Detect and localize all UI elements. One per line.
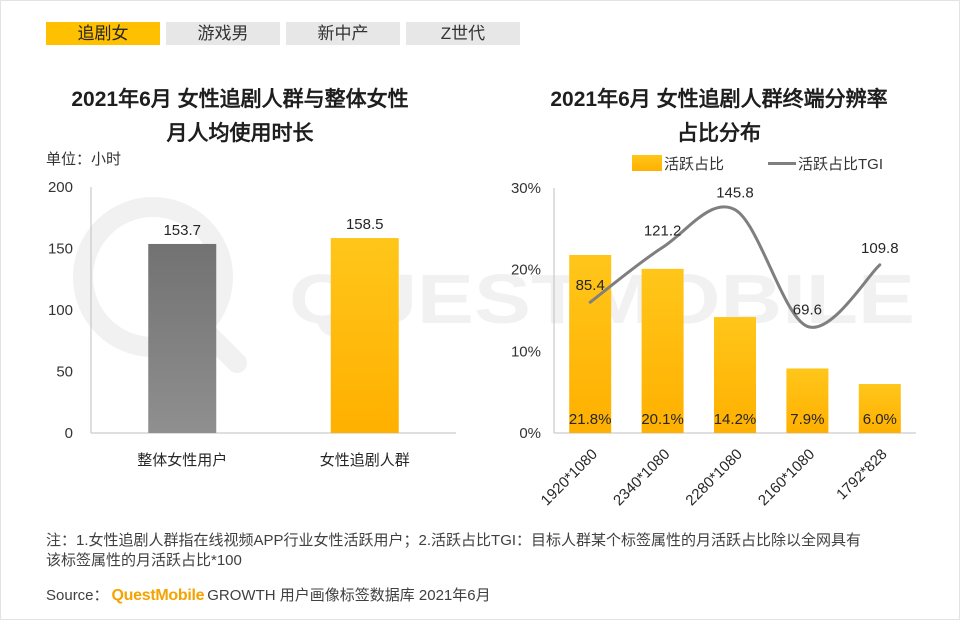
resolution-y-tick-label: 0% (519, 425, 541, 442)
share-value-label: 6.0% (863, 411, 897, 428)
usage-chart: 0 50 100 150 200 153.7 整体女性用户 158.5 女性追剧人群 (48, 179, 456, 469)
share-value-label: 20.1% (641, 411, 684, 428)
resolution-chart: 0% 10% 20% 30% 21.8% 1920*1080 20.1% 2340*1080 1… (511, 180, 916, 509)
legend-item-share: 活跃占比 (632, 153, 724, 173)
source-text: GROWTH 用户画像标签数据库 2021年6月 (207, 587, 491, 604)
usage-chart-title-line-1: 2021年6月 女性追剧人群与整体女性 (71, 88, 409, 111)
usage-unit-label: 单位：小时 (46, 151, 122, 168)
footnote-line-1: 注：1.女性追剧人群指在线视频APP行业女性活跃用户；2.活跃占比TGI：目标人… (46, 532, 862, 549)
usage-y-tick-label: 0 (65, 425, 73, 442)
resolution-chart-title-line-2: 占比分布 (677, 122, 761, 145)
source-line: Source： QuestMobile GROWTH 用户画像标签数据库 2021年… (46, 586, 491, 606)
tgi-value-label: 109.8 (861, 240, 899, 257)
tgi-value-label: 145.8 (716, 185, 754, 202)
resolution-y-tick-label: 20% (511, 262, 541, 279)
resolution-category-label: 1920*1080 (538, 446, 601, 509)
tab-gamer-men[interactable]: 游戏男 (166, 22, 280, 45)
resolution-y-tick-label: 30% (511, 180, 541, 197)
tgi-value-label: 85.4 (576, 277, 605, 294)
resolution-category-label: 2280*1080 (682, 446, 745, 509)
legend-bar-swatch (632, 155, 662, 171)
chart-marks: 0 50 100 150 200 153.7 整体女性用户 158.5 女性追剧人群 0% 10% 2… (48, 179, 916, 509)
resolution-category-label: 1792*828 (833, 446, 890, 503)
usage-chart-title-line-2: 月人均使用时长 (166, 122, 314, 145)
resolution-chart-title-line-1: 2021年6月 女性追剧人群终端分辨率 (550, 88, 888, 111)
tab-gen-z[interactable]: Z世代 (406, 22, 520, 45)
tgi-line (588, 205, 882, 329)
share-bar-2 (641, 268, 684, 433)
share-bar-1 (569, 254, 612, 433)
share-value-label: 21.8% (569, 411, 612, 428)
usage-value-label: 158.5 (346, 216, 384, 233)
source-brand: QuestMobile (111, 587, 205, 604)
usage-chart-title: 2021年6月 女性追剧人群与整体女性 月人均使用时长 (30, 83, 450, 151)
legend-share-label: 活跃占比 (664, 155, 725, 173)
usage-bar-2 (330, 238, 399, 433)
usage-y-tick-label: 50 (56, 364, 73, 381)
segment-tabs: 追剧女 游戏男 新中产 Z世代 (46, 22, 526, 45)
usage-category-label: 女性追剧人群 (320, 451, 410, 469)
usage-bar-1 (148, 243, 217, 433)
legend-line-swatch (768, 161, 796, 165)
share-bar-4 (786, 368, 829, 433)
usage-y-tick-label: 150 (48, 241, 73, 258)
footnote-line-2: 该标签属性的月活跃占比*100 (46, 552, 242, 569)
usage-y-tick-label: 100 (48, 302, 73, 319)
resolution-category-label: 2340*1080 (610, 446, 673, 509)
usage-value-label: 153.7 (163, 222, 201, 239)
share-value-label: 14.2% (714, 411, 757, 428)
tab-new-middle-class[interactable]: 新中产 (286, 22, 400, 45)
share-bar-5 (858, 384, 901, 433)
tgi-value-label: 69.6 (793, 301, 822, 318)
usage-category-label: 整体女性用户 (137, 451, 227, 469)
share-value-label: 7.9% (790, 411, 824, 428)
tgi-value-label: 121.2 (644, 222, 682, 239)
source-prefix: Source： (46, 587, 109, 604)
legend-item-tgi: 活跃占比TGI (768, 153, 883, 173)
share-bar-3 (714, 317, 756, 433)
resolution-chart-title: 2021年6月 女性追剧人群终端分辨率 占比分布 (509, 83, 929, 151)
resolution-category-label: 2160*1080 (755, 446, 818, 509)
usage-y-tick-label: 200 (48, 179, 73, 196)
legend-tgi-label: 活跃占比TGI (798, 155, 883, 173)
tab-drama-women[interactable]: 追剧女 (46, 22, 160, 45)
resolution-y-tick-label: 10% (511, 343, 541, 360)
